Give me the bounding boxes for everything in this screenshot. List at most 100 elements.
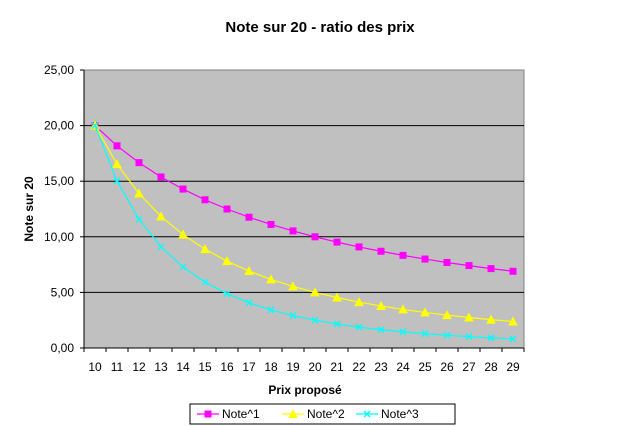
legend-marker bbox=[363, 410, 371, 418]
x-tick-label: 20 bbox=[308, 360, 322, 374]
x-tick-label: 19 bbox=[286, 360, 300, 374]
chart-title: Note sur 20 - ratio des prix bbox=[225, 19, 415, 36]
data-point bbox=[223, 205, 231, 213]
gridlines bbox=[84, 125, 524, 293]
legend-entry: Note^3 bbox=[356, 407, 419, 421]
data-point bbox=[465, 333, 473, 341]
data-point bbox=[112, 159, 122, 169]
data-point bbox=[289, 312, 297, 320]
data-point bbox=[487, 265, 495, 273]
data-point bbox=[420, 307, 430, 317]
data-point bbox=[311, 316, 319, 324]
data-point bbox=[376, 300, 386, 310]
data-point bbox=[310, 287, 320, 297]
data-point bbox=[399, 328, 407, 336]
y-tick-label: 20,00 bbox=[44, 119, 74, 133]
data-point bbox=[113, 142, 121, 150]
x-tick-label: 29 bbox=[506, 360, 520, 374]
data-point bbox=[266, 274, 276, 284]
x-tick-label: 11 bbox=[111, 360, 124, 374]
axes bbox=[80, 69, 525, 352]
series-2 bbox=[90, 120, 518, 326]
series-lines bbox=[90, 120, 518, 343]
x-tick-label: 12 bbox=[132, 360, 146, 374]
legend-label: Note^3 bbox=[381, 407, 419, 421]
data-point bbox=[200, 244, 210, 254]
x-tick-label: 25 bbox=[418, 360, 432, 374]
series-1 bbox=[91, 122, 517, 275]
series-line bbox=[94, 125, 514, 272]
legend-entry: Note^2 bbox=[282, 407, 345, 421]
data-point bbox=[244, 265, 254, 276]
data-point bbox=[157, 243, 165, 251]
data-point bbox=[223, 290, 231, 298]
data-point bbox=[311, 233, 319, 241]
y-tick-label: 25,00 bbox=[44, 63, 74, 77]
y-tick-label: 15,00 bbox=[44, 174, 74, 188]
data-point bbox=[245, 299, 253, 307]
x-tick-label: 26 bbox=[440, 360, 454, 374]
data-point bbox=[267, 306, 275, 314]
y-tick-label: 10,00 bbox=[44, 230, 74, 244]
data-point bbox=[156, 211, 166, 221]
legend bbox=[189, 403, 456, 425]
legend-marker bbox=[288, 408, 298, 418]
plot-area bbox=[83, 69, 525, 349]
legend-marker bbox=[204, 410, 212, 418]
legend-entry: Note^1 bbox=[197, 407, 260, 421]
data-point bbox=[179, 263, 187, 271]
x-tick-label: 14 bbox=[176, 360, 190, 374]
x-axis-label: Prix proposé bbox=[268, 383, 342, 397]
series-3 bbox=[91, 122, 517, 343]
x-tick-label: 23 bbox=[374, 360, 388, 374]
data-point bbox=[421, 255, 429, 263]
data-point bbox=[113, 177, 121, 185]
data-point bbox=[201, 278, 209, 286]
legend-label: Note^1 bbox=[222, 407, 260, 421]
data-point bbox=[399, 251, 407, 259]
data-point bbox=[201, 196, 209, 204]
data-point bbox=[288, 281, 298, 291]
series-line bbox=[94, 125, 514, 340]
x-tick-label: 16 bbox=[220, 360, 234, 374]
data-point bbox=[333, 238, 341, 246]
x-tick-label: 24 bbox=[396, 360, 410, 374]
data-point bbox=[332, 292, 342, 302]
data-point bbox=[354, 297, 364, 307]
legend-entries: Note^1 Note^2 Note^3 bbox=[197, 407, 419, 421]
data-point bbox=[377, 247, 385, 255]
data-point bbox=[509, 267, 517, 275]
data-point bbox=[486, 314, 496, 324]
x-tick-label: 13 bbox=[154, 360, 168, 374]
data-point bbox=[508, 316, 518, 326]
data-point bbox=[443, 331, 451, 339]
x-tick-label: 10 bbox=[88, 360, 102, 374]
data-point bbox=[333, 320, 341, 328]
data-point bbox=[355, 323, 363, 331]
x-tick-label: 18 bbox=[264, 360, 278, 374]
data-point bbox=[222, 256, 232, 266]
data-point bbox=[91, 122, 99, 130]
data-point bbox=[355, 243, 363, 251]
data-point bbox=[179, 185, 187, 193]
data-point bbox=[443, 258, 451, 266]
y-tick-label: 5,00 bbox=[51, 285, 75, 299]
data-point bbox=[398, 304, 408, 314]
data-point bbox=[178, 229, 188, 239]
y-axis-label: Note sur 20 bbox=[22, 176, 36, 242]
x-tick-label: 17 bbox=[242, 360, 256, 374]
legend-label: Note^2 bbox=[307, 407, 345, 421]
data-point bbox=[442, 310, 452, 320]
data-point bbox=[135, 215, 143, 223]
data-point bbox=[509, 335, 517, 343]
data-point bbox=[377, 326, 385, 334]
data-point bbox=[157, 173, 165, 181]
x-tick-label: 21 bbox=[330, 360, 344, 374]
data-point bbox=[421, 330, 429, 338]
data-point bbox=[267, 220, 275, 228]
data-point bbox=[134, 188, 144, 198]
data-point bbox=[245, 213, 253, 221]
data-point bbox=[465, 262, 473, 270]
x-tick-label: 22 bbox=[352, 360, 366, 374]
y-tick-label: 0,00 bbox=[51, 341, 75, 355]
